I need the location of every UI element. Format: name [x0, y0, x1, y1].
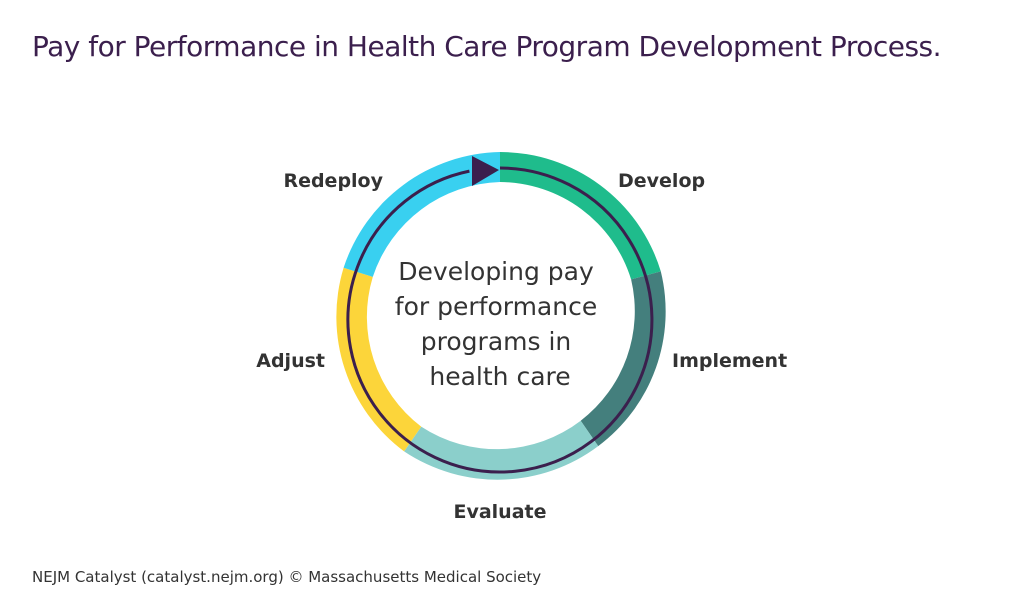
center-line-1: Developing pay	[398, 257, 594, 286]
cycle-arrow	[346, 156, 654, 474]
page-title: Pay for Performance in Health Care Progr…	[32, 30, 942, 63]
segment-develop	[500, 152, 661, 280]
segment-redeploy	[343, 152, 500, 277]
stage-label-evaluate: Evaluate	[453, 501, 546, 523]
segment-implement	[580, 271, 666, 447]
footer-credit: NEJM Catalyst (catalyst.nejm.org) © Mass…	[32, 568, 542, 586]
center-text: Developing pay for performance programs …	[395, 257, 605, 391]
stage-label-implement: Implement	[672, 350, 787, 372]
cycle-arrow-path	[346, 166, 654, 474]
stage-label-redeploy: Redeploy	[283, 170, 383, 192]
stage-label-adjust: Adjust	[256, 350, 325, 372]
center-line-4: health care	[429, 362, 570, 391]
segment-adjust	[336, 267, 422, 452]
arrowhead-icon	[472, 156, 499, 186]
center-line-2: for performance	[395, 292, 597, 321]
center-line-3: programs in	[421, 327, 571, 356]
stage-label-develop: Develop	[618, 170, 705, 192]
